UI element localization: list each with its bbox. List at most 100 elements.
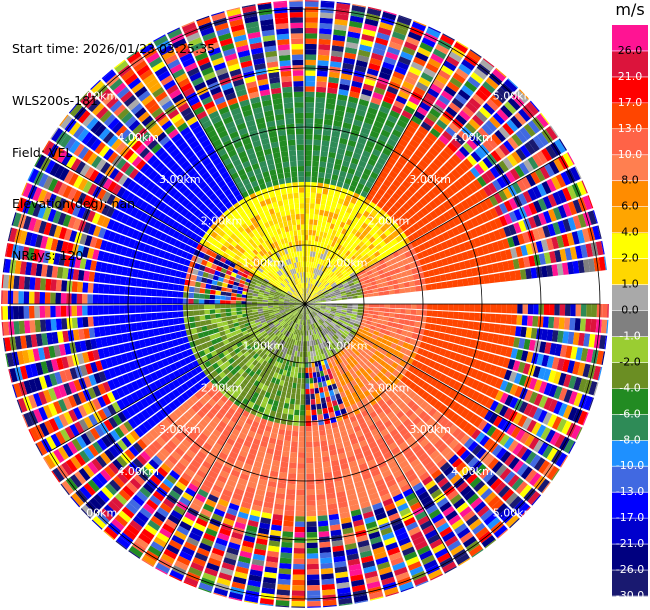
velocity-cell	[408, 217, 417, 226]
velocity-cell	[266, 375, 273, 382]
velocity-cell	[329, 524, 341, 531]
velocity-cell	[474, 304, 481, 312]
velocity-cell	[316, 344, 320, 351]
velocity-cell	[231, 428, 240, 437]
velocity-cell	[302, 314, 304, 320]
velocity-cell	[326, 351, 332, 358]
velocity-cell	[480, 383, 490, 395]
velocity-cell	[136, 349, 144, 359]
velocity-cell	[385, 351, 393, 359]
velocity-cell	[107, 500, 121, 514]
velocity-cell	[306, 574, 320, 581]
velocity-cell	[409, 248, 417, 256]
velocity-cell	[425, 284, 432, 291]
velocity-cell	[378, 353, 386, 360]
velocity-cell	[365, 367, 373, 375]
velocity-cell	[519, 484, 532, 498]
velocity-cell	[393, 26, 408, 36]
velocity-cell	[345, 289, 352, 293]
velocity-cell	[63, 411, 74, 425]
velocity-cell	[285, 342, 290, 349]
velocity-cell	[358, 98, 370, 107]
velocity-cell	[83, 376, 92, 388]
velocity-cell	[583, 333, 591, 347]
velocity-cell	[8, 369, 13, 383]
velocity-cell	[311, 323, 315, 330]
velocity-cell	[242, 378, 249, 386]
velocity-cell	[337, 374, 344, 382]
velocity-cell	[331, 421, 338, 429]
velocity-cell	[348, 239, 355, 246]
velocity-cell	[259, 337, 266, 344]
velocity-cell	[265, 317, 272, 322]
velocity-cell	[342, 339, 349, 345]
velocity-cell	[352, 75, 364, 84]
velocity-cell	[354, 377, 362, 384]
velocity-cell	[215, 348, 223, 355]
velocity-cell	[358, 257, 365, 264]
velocity-cell	[305, 293, 307, 299]
velocity-cell	[321, 573, 334, 580]
velocity-cell	[132, 442, 144, 454]
velocity-cell	[558, 372, 567, 386]
velocity-cell	[382, 356, 390, 363]
velocity-cell	[45, 359, 54, 373]
velocity-cell	[469, 339, 477, 349]
velocity-cell	[455, 362, 464, 372]
velocity-cell	[300, 330, 303, 336]
velocity-cell	[239, 324, 246, 329]
velocity-cell	[342, 366, 349, 373]
velocity-cell	[373, 507, 385, 516]
velocity-cell	[121, 408, 132, 420]
velocity-cell	[319, 28, 332, 35]
velocity-cell	[480, 212, 489, 223]
velocity-cell	[125, 502, 138, 515]
velocity-cell	[535, 424, 547, 438]
velocity-cell	[532, 315, 539, 327]
velocity-cell	[339, 288, 346, 293]
velocity-cell	[428, 238, 436, 247]
velocity-cell	[401, 405, 411, 414]
velocity-cell	[472, 179, 483, 190]
velocity-cell	[363, 338, 370, 345]
velocity-cell	[210, 370, 219, 378]
velocity-cell	[295, 329, 299, 335]
velocity-cell	[205, 474, 216, 484]
velocity-cell	[240, 348, 248, 355]
velocity-cell	[144, 447, 155, 458]
velocity-cell	[71, 438, 83, 452]
velocity-cell	[376, 379, 384, 387]
velocity-cell	[437, 364, 446, 373]
velocity-cell	[385, 541, 399, 551]
velocity-cell	[321, 578, 335, 585]
velocity-cell	[445, 273, 452, 281]
velocity-cell	[544, 163, 555, 177]
velocity-cell	[347, 306, 353, 309]
velocity-cell	[442, 366, 451, 376]
velocity-cell	[493, 366, 502, 377]
velocity-cell	[213, 355, 221, 362]
velocity-cell	[446, 410, 456, 420]
velocity-cell	[538, 460, 550, 474]
velocity-cell	[534, 168, 546, 182]
velocity-cell	[270, 529, 282, 537]
velocity-cell	[243, 386, 251, 394]
velocity-cell	[343, 155, 352, 163]
velocity-cell	[372, 343, 379, 350]
velocity-cell	[567, 152, 575, 165]
velocity-cell	[388, 347, 395, 354]
velocity-cell	[313, 139, 322, 146]
velocity-cell	[378, 71, 391, 81]
velocity-cell	[305, 150, 312, 156]
velocity-cell	[146, 417, 157, 428]
velocity-cell	[487, 353, 495, 364]
velocity-cell	[403, 41, 418, 51]
velocity-cell	[393, 566, 408, 577]
velocity-cell	[575, 304, 582, 317]
velocity-cell	[343, 272, 350, 278]
velocity-cell	[325, 275, 330, 281]
velocity-cell	[308, 295, 312, 300]
velocity-cell	[109, 325, 117, 335]
velocity-cell	[332, 318, 339, 323]
velocity-cell	[43, 374, 53, 388]
